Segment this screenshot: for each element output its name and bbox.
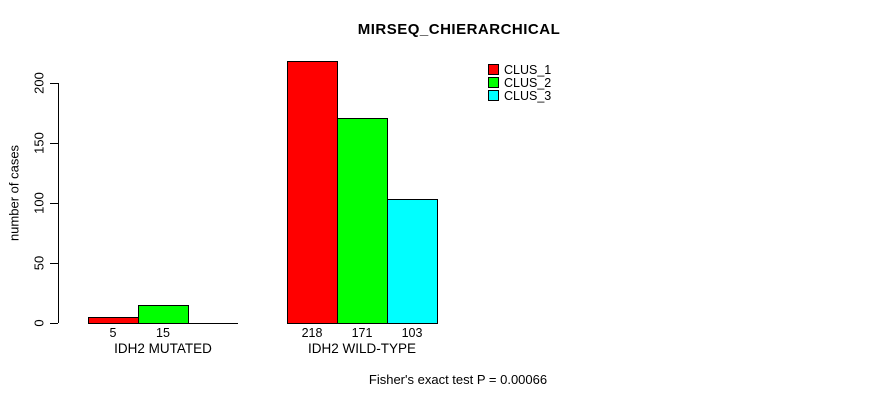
y-tick-label: 100 [31,192,47,214]
legend-item: CLUS_3 [488,88,552,103]
category-label: IDH2 WILD-TYPE [307,341,417,356]
y-axis-line [58,83,59,323]
legend-swatch-icon [488,64,499,75]
legend-item: CLUS_1 [488,62,552,77]
bar-value-label: 218 [301,326,323,340]
chart-title: MIRSEQ_CHIERARCHICAL [357,21,561,38]
y-axis-tick [50,323,58,324]
legend-swatch-icon [488,90,499,101]
bar-value-label: 103 [401,326,423,340]
legend-label: CLUS_1 [504,62,552,77]
bar-clus_3 [387,199,438,324]
legend-label: CLUS_2 [504,75,552,90]
bar-value-label: 171 [351,326,373,340]
y-axis-tick [50,263,58,264]
legend: CLUS_1 CLUS_2 CLUS_3 [488,62,552,103]
y-axis-tick [50,203,58,204]
y-tick-label: 150 [31,132,47,154]
y-tick-label: 50 [31,255,47,271]
bar-clus_2 [138,305,189,324]
footnote: Fisher's exact test P = 0.00066 [368,372,548,387]
legend-item: CLUS_2 [488,75,552,90]
y-axis-tick [50,83,58,84]
bar-clus_1 [88,317,139,324]
y-axis-label: number of cases [6,144,22,242]
y-axis-tick [50,143,58,144]
y-tick-label: 200 [31,72,47,94]
y-tick-label: 0 [31,319,47,327]
legend-label: CLUS_3 [504,88,552,103]
bar-value-label: 5 [109,326,117,340]
category-label: IDH2 MUTATED [114,341,212,356]
bar-value-label: 15 [156,326,170,340]
bar-clus_2 [337,118,388,324]
bar-clus_1 [287,61,338,324]
legend-swatch-icon [488,77,499,88]
